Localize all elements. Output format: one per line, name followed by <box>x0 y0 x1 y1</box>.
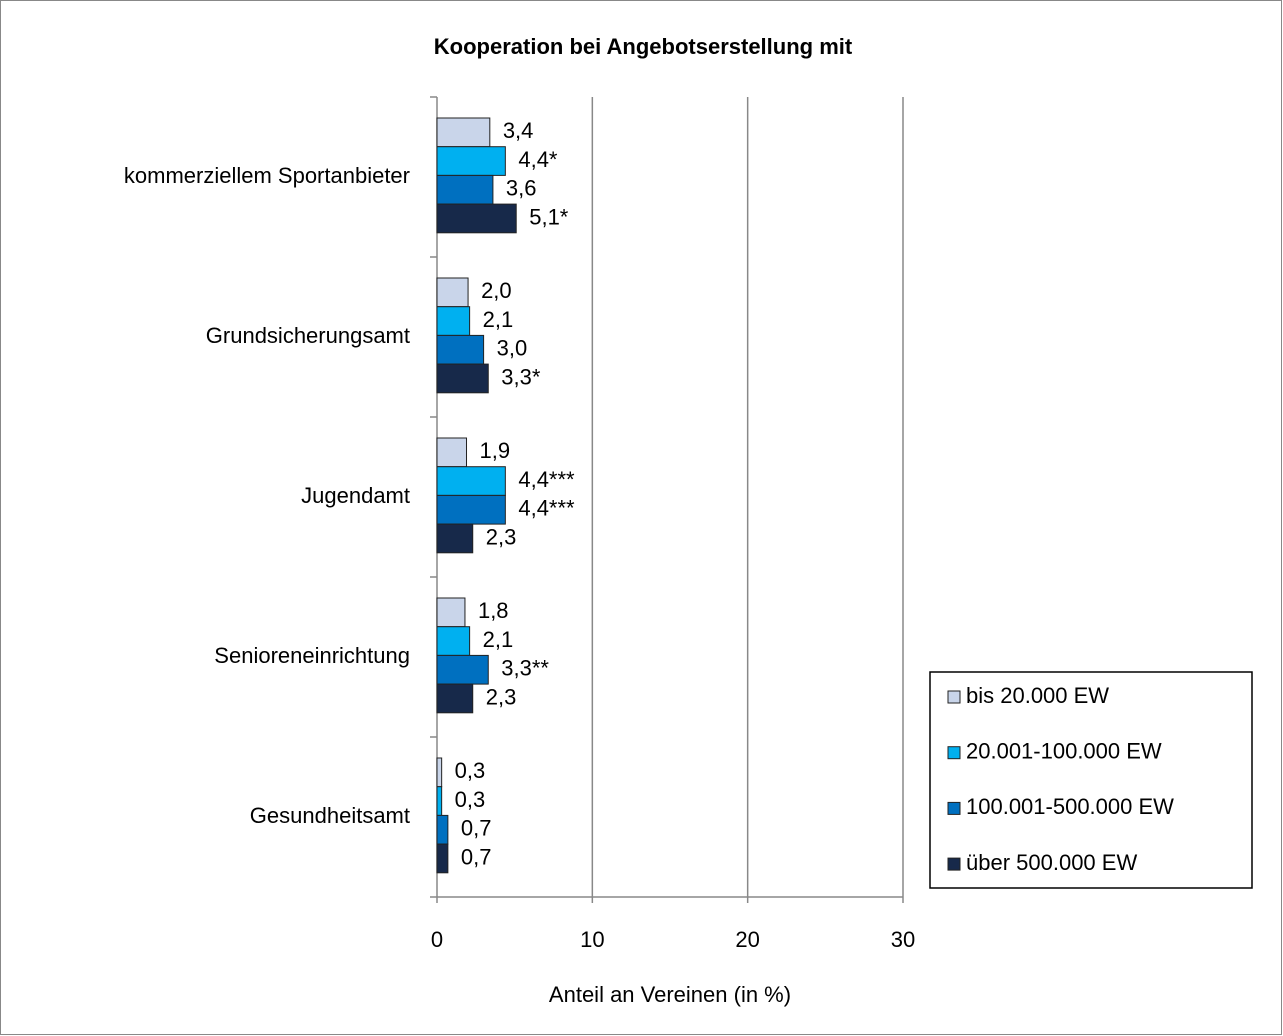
value-label: 1,9 <box>480 438 511 463</box>
legend-label: über 500.000 EW <box>966 850 1137 875</box>
value-label: 3,4 <box>503 118 534 143</box>
x-tick-label: 10 <box>580 927 604 952</box>
bar <box>436 277 469 308</box>
bar <box>436 597 466 628</box>
x-tick-label: 30 <box>891 927 915 952</box>
value-label: 0,3 <box>455 787 486 812</box>
bar <box>436 437 468 468</box>
legend-label: bis 20.000 EW <box>966 683 1109 708</box>
bar <box>436 683 474 714</box>
bar <box>436 146 506 176</box>
value-label: 2,1 <box>483 627 514 652</box>
bar <box>436 334 485 365</box>
bar <box>436 466 506 496</box>
value-label: 3,0 <box>497 336 528 361</box>
y-tick-label: Jugendamt <box>301 483 410 508</box>
value-label: 4,4* <box>518 147 558 172</box>
legend-swatch <box>947 857 961 871</box>
bar <box>436 757 443 788</box>
bar <box>436 786 443 816</box>
bar <box>436 843 449 874</box>
bar <box>436 523 474 554</box>
value-label: 2,3 <box>486 684 517 709</box>
bar <box>436 174 494 205</box>
value-label: 0,3 <box>455 758 486 783</box>
value-label: 2,1 <box>483 307 514 332</box>
bar <box>436 654 489 685</box>
value-label: 4,4*** <box>518 496 575 521</box>
legend-swatch <box>947 801 961 815</box>
bar <box>436 626 471 656</box>
legend-label: 100.001-500.000 EW <box>966 794 1174 819</box>
value-label: 2,0 <box>481 278 512 303</box>
y-tick-label: Grundsicherungsamt <box>206 323 410 348</box>
value-label: 2,3 <box>486 524 517 549</box>
legend-box <box>929 671 1253 889</box>
value-label: 5,1* <box>529 204 569 229</box>
legend-swatch <box>947 746 961 760</box>
bar <box>436 363 489 394</box>
chart-title: Kooperation bei Angebotserstellung mit <box>434 34 853 59</box>
x-tick-label: 20 <box>735 927 759 952</box>
legend-swatch <box>947 690 961 704</box>
value-label: 0,7 <box>461 844 492 869</box>
y-tick-label: kommerziellem Sportanbieter <box>124 163 410 188</box>
x-axis-label: Anteil an Vereinen (in %) <box>549 982 791 1007</box>
bar <box>436 494 506 525</box>
y-tick-label: Senioreneinrichtung <box>214 643 410 668</box>
x-tick-label: 0 <box>431 927 443 952</box>
bar <box>436 117 491 148</box>
bar <box>436 306 471 336</box>
y-tick-label: Gesundheitsamt <box>250 803 410 828</box>
value-label: 3,3** <box>501 656 549 681</box>
value-label: 0,7 <box>461 816 492 841</box>
legend-label: 20.001-100.000 EW <box>966 739 1162 764</box>
value-label: 3,6 <box>506 176 537 201</box>
value-label: 4,4*** <box>518 467 575 492</box>
bar <box>436 203 517 234</box>
value-label: 1,8 <box>478 598 509 623</box>
value-label: 3,3* <box>501 364 541 389</box>
bar <box>436 814 449 845</box>
